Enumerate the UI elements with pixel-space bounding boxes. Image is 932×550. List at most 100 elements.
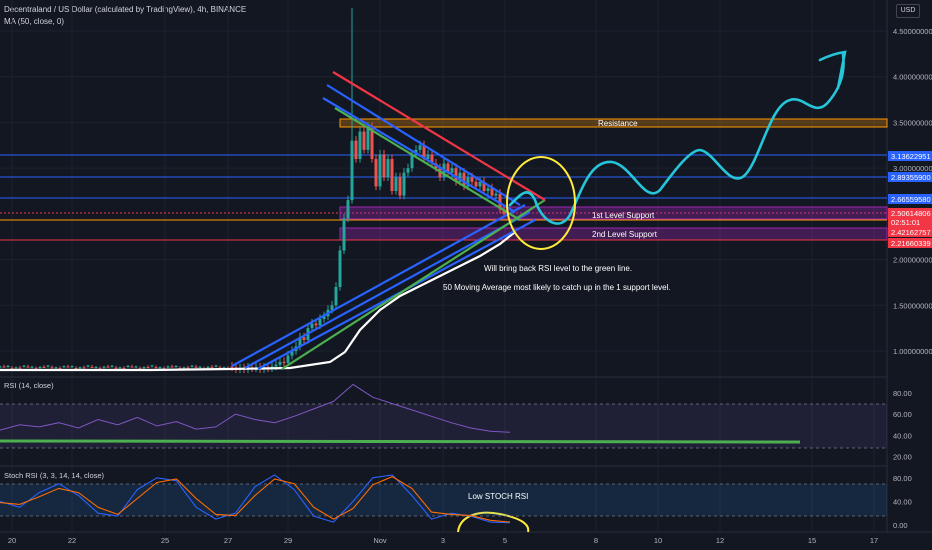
time-tick-label: 15 [808, 536, 816, 545]
currency-button[interactable]: USD [896, 4, 920, 18]
candle-body [410, 154, 414, 169]
ma-50-line [0, 231, 516, 372]
candle-body [158, 367, 162, 369]
support-band-1 [339, 206, 888, 220]
candle-body [498, 193, 502, 210]
price-tag-bg [888, 194, 932, 204]
projection-path [508, 50, 847, 225]
candle-body [190, 365, 194, 367]
price-tag-bg [888, 238, 932, 248]
candle-body [430, 154, 434, 164]
candle-body [50, 367, 54, 369]
candle-body [90, 366, 94, 368]
candle-body [138, 368, 142, 370]
candle-body [278, 361, 282, 365]
candle-body [18, 367, 22, 369]
time-tick-label: 8 [594, 536, 598, 545]
candle-body [26, 366, 30, 368]
price-tag-label: 2.50614806 [891, 209, 931, 218]
candle-body [454, 168, 458, 182]
candle-body [118, 367, 122, 369]
ascending-channel [231, 199, 546, 370]
chart-title: Decentraland / US Dollar (calculated by … [4, 5, 247, 14]
candle-body [86, 365, 90, 367]
stoch-label[interactable]: Stoch RSI (3, 3, 14, 14, close) [4, 471, 105, 480]
price-tag-label: 2.89355900 [891, 173, 931, 182]
price-tag-bg [888, 227, 932, 237]
rsi-tick-label: 20.00 [893, 453, 912, 462]
candle-body [358, 131, 362, 159]
descending-line-2 [322, 97, 516, 213]
candle-body [98, 368, 102, 370]
descending-line-1 [326, 84, 521, 206]
time-tick-label: 22 [68, 536, 76, 545]
price-tag: 2.42162757 [888, 227, 932, 237]
candle-body [230, 366, 234, 368]
candle-body [142, 367, 146, 369]
candle-body [446, 163, 450, 173]
rsi-label[interactable]: RSI (14, close) [4, 381, 54, 390]
time-tick-label: 3 [441, 536, 445, 545]
candle-body [146, 367, 150, 369]
candle-body [206, 366, 210, 368]
ascending-line-1 [231, 204, 526, 367]
ascending-line-2 [244, 211, 531, 369]
candle-body [318, 319, 322, 326]
price-tags: 3.13622951 2.89355900 2.66559580 2.50614806… [888, 151, 932, 248]
candle-body [222, 367, 226, 369]
stoch-tick-label: 80.00 [893, 474, 912, 483]
candle-body [126, 365, 130, 367]
candle-body [94, 367, 98, 369]
candle-body [386, 159, 390, 178]
candle-body [42, 366, 46, 368]
candle-body [154, 367, 158, 369]
candle-body [398, 177, 402, 196]
price-tick-label: 3.00000000 [893, 164, 932, 173]
ascending-line-green [281, 199, 546, 370]
descending-line-green [334, 107, 521, 221]
candle-body [122, 367, 126, 369]
price-tag-label: 2.42162757 [891, 228, 931, 237]
candle-body [310, 323, 314, 329]
price-tag-bg [888, 208, 932, 218]
price-tick-label: 4.50000000 [893, 27, 932, 36]
price-tick-label: 3.50000000 [893, 118, 932, 127]
candle-body [366, 127, 370, 150]
price-axis: 4.50000000 4.00000000 3.50000000 3.00000000… [893, 27, 932, 356]
price-tag-bg [888, 217, 932, 227]
candle-body [458, 172, 462, 182]
candle-body [482, 181, 486, 191]
candle-body [474, 181, 478, 187]
candle-body [102, 366, 106, 368]
price-tag: 2.66559580 [888, 194, 932, 204]
price-tag-label: 2.66559580 [891, 195, 931, 204]
candle-body [426, 154, 430, 159]
candle-body [290, 351, 294, 356]
candle-body [322, 316, 326, 319]
candle-body [34, 368, 38, 370]
price-tag: 2.50614806 [888, 208, 932, 218]
stoch-note: Low STOCH RSI [468, 492, 528, 501]
rsi-tick-label: 80.00 [893, 389, 912, 398]
candle-body [58, 368, 62, 370]
stoch-axis: 80.00 40.00 0.00 [893, 474, 912, 530]
candle-body [286, 355, 290, 363]
price-tick-label: 1.00000000 [893, 347, 932, 356]
candle-body [378, 154, 382, 187]
candle-body [30, 366, 34, 368]
ma-indicator-label[interactable]: MA (50, close, 0) [4, 17, 65, 26]
candle-body [350, 140, 354, 201]
candle-body [218, 367, 222, 369]
candle-body [394, 177, 398, 191]
rsi-tick-label: 40.00 [893, 431, 912, 440]
candle-body [22, 365, 26, 367]
candle-body [330, 305, 334, 310]
candle-body [490, 188, 494, 196]
candle-body [494, 193, 498, 196]
candle-body [2, 366, 6, 368]
candle-body [486, 188, 490, 191]
resistance-label: Resistance [598, 119, 638, 128]
time-axis: 20 22 25 27 29 Nov 3 5 8 10 12 15 17 [8, 536, 878, 545]
time-tick-label: 25 [161, 536, 169, 545]
